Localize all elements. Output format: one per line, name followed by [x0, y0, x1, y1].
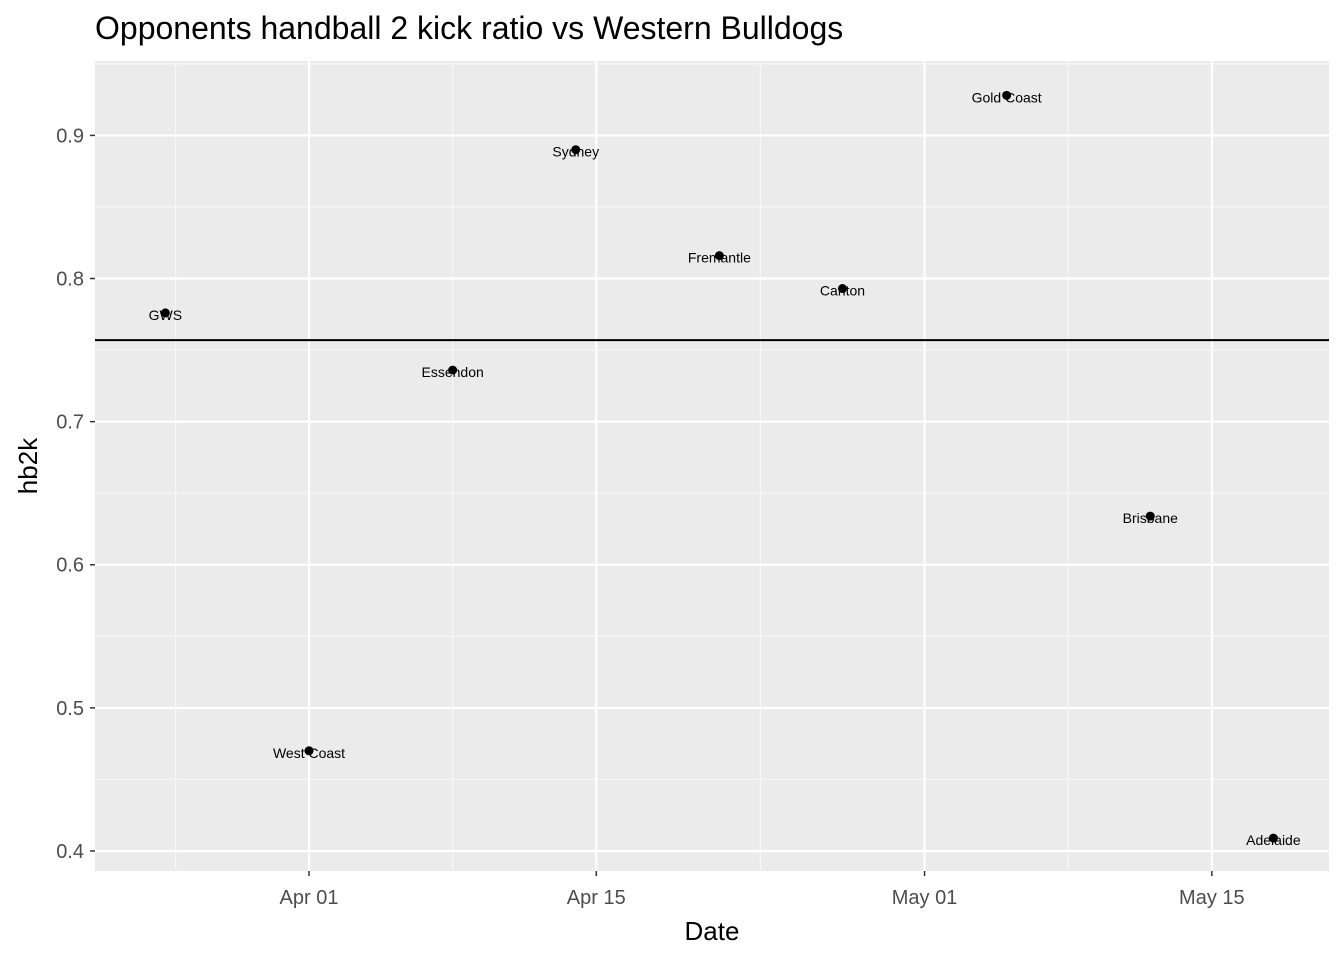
data-point: [571, 145, 581, 155]
y-tick-label: 0.4: [56, 841, 84, 863]
y-tick-label: 0.9: [56, 125, 84, 147]
point-label: Gold Coast: [972, 89, 1042, 105]
point-label: Sydney: [552, 144, 599, 160]
data-point: [837, 284, 847, 294]
point-label: Adelaide: [1246, 832, 1301, 848]
point-label: GWS: [149, 307, 182, 323]
plot-panel: [95, 61, 1329, 871]
point-label: Brisbane: [1123, 510, 1178, 526]
y-tick-label: 0.5: [56, 698, 84, 720]
x-axis-title: Date: [685, 916, 740, 946]
y-tick-label: 0.6: [56, 555, 84, 577]
data-point: [1002, 90, 1012, 100]
data-point: [1268, 833, 1278, 843]
x-tick-label: May 15: [1179, 887, 1245, 909]
data-point: [448, 365, 458, 375]
data-point: [160, 308, 170, 318]
y-axis-title: hb2k: [13, 437, 43, 494]
y-tick-label: 0.7: [56, 412, 84, 434]
y-tick-label: 0.8: [56, 269, 84, 291]
data-point: [1145, 511, 1155, 521]
point-label: Carlton: [820, 283, 865, 299]
x-tick-label: Apr 15: [567, 887, 626, 909]
data-point: [714, 251, 724, 261]
x-tick-label: Apr 01: [280, 887, 339, 909]
point-label: Essendon: [422, 364, 484, 380]
point-label: Fremantle: [688, 250, 751, 266]
chart-title: Opponents handball 2 kick ratio vs Weste…: [95, 10, 844, 46]
point-label: West Coast: [273, 745, 345, 761]
data-point: [304, 746, 314, 756]
x-tick-label: May 01: [892, 887, 958, 909]
